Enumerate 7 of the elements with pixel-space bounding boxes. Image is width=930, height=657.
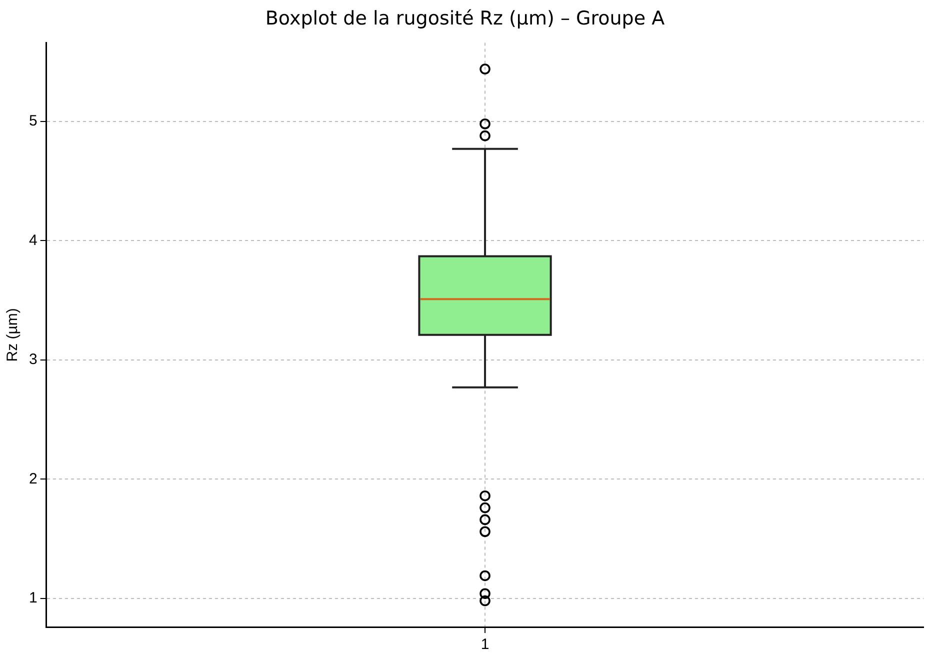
y-tick-label: 4 — [29, 232, 38, 249]
y-tick-label: 2 — [29, 470, 38, 488]
y-tick-label: 5 — [29, 112, 38, 130]
y-axis-title: Rz (µm) — [4, 308, 22, 362]
chart-title: Boxplot de la rugosité Rz (µm) – Groupe A — [265, 7, 665, 30]
y-tick-label: 1 — [29, 590, 38, 607]
y-tick-label: 3 — [29, 351, 38, 368]
